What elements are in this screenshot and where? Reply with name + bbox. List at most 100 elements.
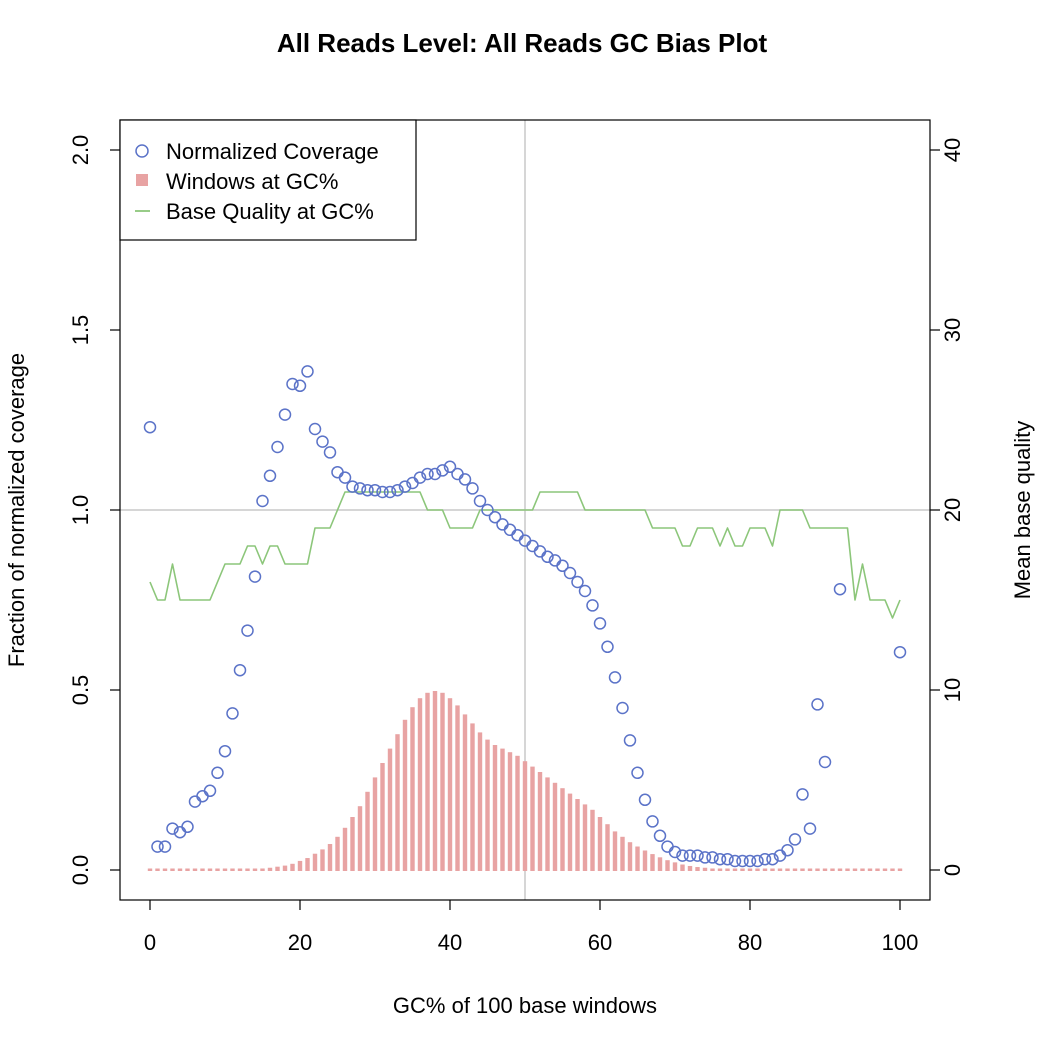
windows-bar: [200, 868, 205, 871]
windows-bar: [800, 868, 805, 871]
y-tick-label: 0.0: [68, 855, 93, 886]
coverage-point: [218, 744, 232, 758]
windows-bar: [207, 868, 213, 871]
coverage-point: [166, 822, 179, 835]
coverage-point: [736, 854, 749, 868]
coverage-point: [451, 467, 464, 481]
coverage-point: [301, 365, 314, 378]
axes: 0 20 40 60 80 100 0.0 0.5 1.0 1.5 2.0 0 10 20 30 40: [68, 135, 965, 955]
windows-bar: [650, 854, 655, 871]
windows-bar: [245, 868, 250, 871]
coverage-point: [541, 550, 554, 564]
legend-entry-coverage: Normalized Coverage: [166, 139, 379, 164]
coverage-point: [571, 575, 584, 589]
windows-bar: [620, 836, 625, 871]
windows-bar: [267, 867, 273, 871]
y-tick-label: 0.5: [68, 675, 93, 706]
windows-bar: [837, 868, 843, 871]
windows-bar: [312, 853, 318, 871]
coverage-point: [713, 852, 727, 866]
coverage-point: [578, 584, 592, 598]
coverage-point: [586, 599, 599, 612]
plot-frame: [119, 119, 931, 901]
coverage-point: [466, 482, 479, 495]
base-quality-line: [149, 491, 901, 619]
x-tick-label: 60: [588, 930, 612, 955]
windows-bar: [740, 868, 745, 871]
coverage-point: [511, 528, 524, 542]
coverage-point: [608, 671, 622, 684]
legend-coverage-marker: [135, 144, 149, 158]
coverage-point: [691, 849, 704, 862]
coverage-point: [503, 523, 517, 537]
x-axis-label: GC% of 100 base windows: [393, 993, 657, 1018]
windows-bar: [462, 714, 468, 871]
windows-bar: [260, 868, 265, 871]
y-tick-label: 1.0: [68, 495, 93, 526]
y-right-tick-label: 30: [940, 318, 965, 342]
coverage-point: [368, 483, 382, 497]
windows-bar: [680, 864, 685, 871]
coverage-point: [196, 789, 209, 803]
coverage-point: [248, 570, 262, 583]
coverage-point: [256, 494, 269, 508]
windows-bar: [867, 868, 873, 871]
windows-bar: [762, 868, 768, 871]
windows-bar: [297, 860, 303, 871]
windows-bar: [575, 799, 580, 871]
coverage-point: [413, 471, 427, 484]
coverage-point: [676, 849, 689, 862]
coverage-point: [653, 829, 667, 843]
windows-bar: [530, 766, 535, 871]
coverage-point: [158, 840, 172, 853]
y-axis-label: Fraction of normalized coverage: [4, 353, 29, 667]
windows-bar: [627, 842, 633, 871]
windows-bar: [237, 868, 243, 871]
windows-bar: [425, 692, 430, 871]
windows-bar: [642, 850, 648, 871]
windows-bar: [432, 691, 438, 871]
x-tick-label: 40: [438, 930, 462, 955]
windows-bar: [695, 867, 700, 871]
windows-bar: [507, 752, 513, 871]
windows-bar: [830, 868, 835, 871]
windows-bar: [155, 868, 160, 871]
windows-bar: [785, 868, 790, 871]
windows-bar: [402, 719, 408, 871]
legend-entry-quality: Base Quality at GC%: [166, 199, 374, 224]
windows-bar: [365, 791, 370, 871]
coverage-point: [496, 518, 509, 531]
windows-bar: [582, 804, 588, 871]
coverage-point: [143, 420, 157, 434]
coverage-point: [361, 483, 374, 497]
coverage-point: [743, 854, 757, 868]
windows-bar: [597, 817, 603, 871]
coverage-point: [818, 755, 832, 769]
windows-bar: [372, 777, 378, 871]
windows-bar: [852, 868, 858, 871]
coverage-point: [188, 795, 202, 808]
windows-bar: [275, 866, 280, 871]
coverage-point: [706, 851, 719, 864]
windows-bar: [672, 862, 678, 871]
windows-bar: [792, 868, 798, 871]
chart-title: All Reads Level: All Reads GC Bias Plot: [277, 28, 768, 58]
windows-bar: [515, 755, 520, 871]
windows-bar: [492, 745, 498, 871]
windows-bar: [777, 868, 783, 871]
coverage-point: [203, 784, 217, 798]
coverage-point: [526, 539, 539, 553]
windows-bar: [875, 868, 880, 871]
coverage-point: [436, 464, 449, 477]
coverage-point: [488, 510, 502, 524]
coverage-point: [766, 852, 779, 866]
windows-bar: [387, 748, 393, 871]
coverage-point: [338, 471, 352, 484]
windows-bar: [417, 698, 423, 871]
windows-bar: [500, 748, 505, 871]
windows-bar: [755, 868, 760, 871]
x-tick-label: 100: [882, 930, 919, 955]
windows-bar: [327, 844, 333, 871]
windows-bar: [185, 868, 190, 871]
legend: Normalized Coverage Windows at GC% Base …: [119, 119, 417, 241]
